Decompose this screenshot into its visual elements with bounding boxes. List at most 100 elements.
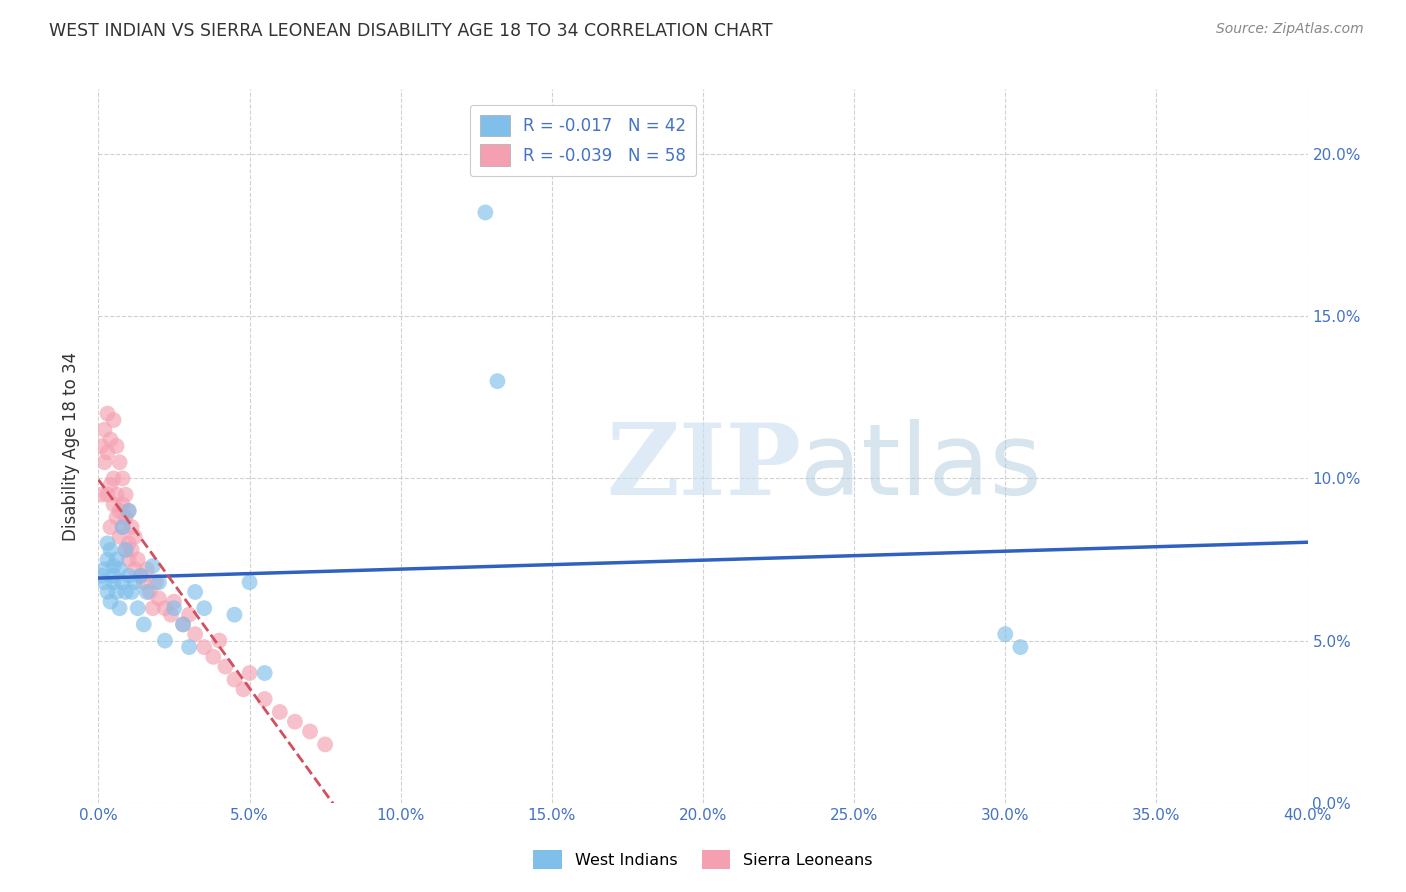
Point xyxy=(148,591,170,606)
Point xyxy=(111,497,134,511)
Point xyxy=(111,471,134,485)
Point xyxy=(100,433,122,447)
Point xyxy=(118,568,141,582)
Point xyxy=(108,455,131,469)
Point xyxy=(474,205,496,219)
Legend: West Indians, Sierra Leoneans: West Indians, Sierra Leoneans xyxy=(527,844,879,875)
Point xyxy=(105,488,128,502)
Point xyxy=(124,562,146,576)
Point xyxy=(314,738,336,752)
Point xyxy=(193,601,215,615)
Point xyxy=(114,542,136,557)
Point xyxy=(93,423,115,437)
Point xyxy=(118,504,141,518)
Point xyxy=(208,633,231,648)
Point xyxy=(96,445,118,459)
Point xyxy=(103,568,125,582)
Point xyxy=(96,407,118,421)
Point xyxy=(121,585,143,599)
Point xyxy=(129,568,152,582)
Point xyxy=(232,682,254,697)
Point xyxy=(103,575,125,590)
Point xyxy=(184,627,207,641)
Point xyxy=(100,478,122,492)
Point xyxy=(253,666,276,681)
Point xyxy=(114,510,136,524)
Y-axis label: Disability Age 18 to 34: Disability Age 18 to 34 xyxy=(62,351,80,541)
Point xyxy=(1010,640,1032,654)
Point xyxy=(239,575,262,590)
Text: ZIP: ZIP xyxy=(606,419,801,516)
Point xyxy=(202,649,225,664)
Point xyxy=(96,536,118,550)
Legend: R = -0.017   N = 42, R = -0.039   N = 58: R = -0.017 N = 42, R = -0.039 N = 58 xyxy=(470,104,696,176)
Point xyxy=(124,530,146,544)
Point xyxy=(105,585,128,599)
Point xyxy=(118,536,141,550)
Point xyxy=(105,510,128,524)
Point xyxy=(127,601,149,615)
Point xyxy=(108,562,131,576)
Point xyxy=(103,413,125,427)
Point xyxy=(179,607,201,622)
Point xyxy=(114,488,136,502)
Point xyxy=(100,595,122,609)
Point xyxy=(118,552,141,566)
Point xyxy=(214,659,236,673)
Point xyxy=(111,520,134,534)
Point xyxy=(90,439,112,453)
Point xyxy=(239,666,262,681)
Point xyxy=(121,542,143,557)
Point xyxy=(224,607,246,622)
Point xyxy=(105,552,128,566)
Point xyxy=(121,520,143,534)
Point xyxy=(135,562,157,576)
Text: WEST INDIAN VS SIERRA LEONEAN DISABILITY AGE 18 TO 34 CORRELATION CHART: WEST INDIAN VS SIERRA LEONEAN DISABILITY… xyxy=(49,22,773,40)
Text: atlas: atlas xyxy=(800,419,1042,516)
Point xyxy=(145,575,167,590)
Point xyxy=(224,673,246,687)
Point xyxy=(108,601,131,615)
Point xyxy=(193,640,215,654)
Point xyxy=(486,374,509,388)
Point xyxy=(299,724,322,739)
Point xyxy=(269,705,291,719)
Point xyxy=(114,542,136,557)
Point xyxy=(135,585,157,599)
Point xyxy=(96,552,118,566)
Point xyxy=(93,575,115,590)
Point xyxy=(90,488,112,502)
Point xyxy=(132,617,155,632)
Point xyxy=(103,471,125,485)
Point xyxy=(96,585,118,599)
Point xyxy=(994,627,1017,641)
Text: Source: ZipAtlas.com: Source: ZipAtlas.com xyxy=(1216,22,1364,37)
Point xyxy=(108,530,131,544)
Point xyxy=(111,520,134,534)
Point xyxy=(153,601,176,615)
Point xyxy=(153,633,176,648)
Point xyxy=(163,601,186,615)
Point xyxy=(93,455,115,469)
Point xyxy=(100,520,122,534)
Point xyxy=(93,562,115,576)
Point xyxy=(90,568,112,582)
Point xyxy=(103,497,125,511)
Point xyxy=(100,542,122,557)
Point xyxy=(103,559,125,574)
Point xyxy=(172,617,194,632)
Point xyxy=(253,692,276,706)
Point xyxy=(148,575,170,590)
Point xyxy=(118,504,141,518)
Point xyxy=(184,585,207,599)
Point xyxy=(105,439,128,453)
Point xyxy=(142,601,165,615)
Point xyxy=(111,575,134,590)
Point xyxy=(129,568,152,582)
Point xyxy=(124,575,146,590)
Point xyxy=(96,488,118,502)
Point xyxy=(284,714,307,729)
Point xyxy=(163,595,186,609)
Point xyxy=(127,552,149,566)
Point xyxy=(142,559,165,574)
